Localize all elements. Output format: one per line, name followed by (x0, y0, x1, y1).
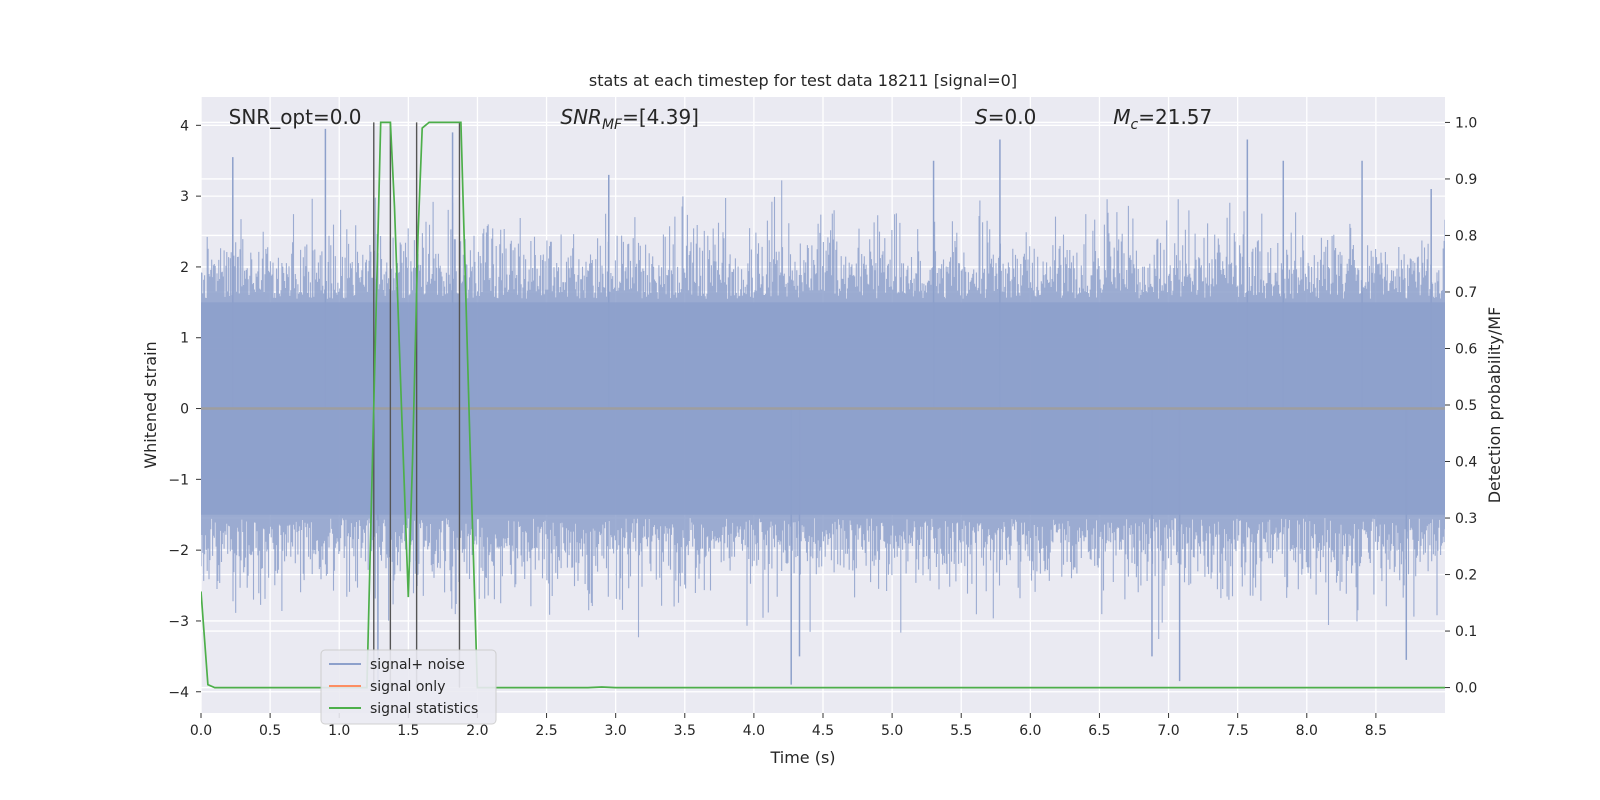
y-tick-label-left: −2 (168, 543, 189, 559)
legend: signal+ noise signal only signal statistic… (320, 649, 497, 725)
x-tick-label: 6.5 (1088, 723, 1110, 739)
y-tick-label-right: 1.0 (1455, 115, 1477, 131)
y-tick-label-right: 0.8 (1455, 228, 1477, 244)
y-tick-label-left: 0 (180, 402, 189, 418)
x-tick-label: 3.0 (605, 723, 627, 739)
x-tick-label: 2.0 (466, 723, 488, 739)
y-tick-label-left: 4 (180, 118, 189, 134)
legend-label: signal+ noise (370, 657, 465, 673)
y-tick-label-left: −1 (168, 472, 189, 488)
x-tick-label: 8.0 (1296, 723, 1318, 739)
x-tick-label: 5.0 (881, 723, 903, 739)
x-tick-label: 3.5 (674, 723, 696, 739)
y-tick-label-left: −4 (168, 685, 189, 701)
y-tick-label-left: 2 (180, 260, 189, 276)
legend-label: signal only (370, 679, 445, 695)
annotations: SNR_opt=0.0 SNRMF=[4.39] S=0.0 Mc=21.57 (229, 105, 1213, 133)
x-tick-label: 0.0 (190, 723, 212, 739)
y-tick-label-left: 3 (180, 189, 189, 205)
axis-ticks: 0.0 0.5 1.0 1.5 2.0 2.5 3.0 3.5 4.0 4.5 5.0 5.5 6.0 6… (168, 115, 1477, 739)
x-axis-label: Time (s) (769, 748, 835, 767)
y-tick-label-right: 0.7 (1455, 285, 1477, 301)
x-tick-label: 7.5 (1227, 723, 1249, 739)
y-tick-label-right: 0.5 (1455, 398, 1477, 414)
x-tick-label: 0.5 (259, 723, 281, 739)
x-tick-label: 1.0 (328, 723, 350, 739)
chart-title: stats at each timestep for test data 182… (589, 71, 1017, 90)
y-tick-label-right: 0.4 (1455, 455, 1477, 471)
y-tick-label-right: 0.0 (1455, 681, 1477, 697)
y-tick-label-right: 0.3 (1455, 511, 1477, 527)
y-axis-label-right: Detection probability/MF (1485, 307, 1504, 504)
x-tick-label: 6.0 (1019, 723, 1041, 739)
annotation: Mc=21.57 (1113, 105, 1212, 133)
x-tick-label: 5.5 (950, 723, 972, 739)
y-tick-label-right: 0.1 (1455, 624, 1477, 640)
y-tick-label-right: 0.6 (1455, 341, 1477, 357)
x-tick-label: 2.5 (535, 723, 557, 739)
y-tick-label-right: 0.9 (1455, 172, 1477, 188)
y-tick-label-left: 1 (180, 331, 189, 347)
statistics-line (201, 121, 1445, 689)
annotation: SNR_opt=0.0 (229, 105, 362, 129)
signal-statistics-series (201, 121, 1445, 689)
x-tick-label: 4.0 (743, 723, 765, 739)
y-tick-label-right: 0.2 (1455, 568, 1477, 584)
x-tick-label: 4.5 (812, 723, 834, 739)
annotation: S=0.0 (975, 105, 1036, 129)
legend-label: signal statistics (370, 701, 478, 717)
x-tick-label: 1.5 (397, 723, 419, 739)
x-tick-label: 7.0 (1157, 723, 1179, 739)
x-tick-label: 8.5 (1365, 723, 1387, 739)
annotation: SNRMF=[4.39] (560, 105, 699, 133)
y-axis-label-left: Whitened strain (141, 341, 160, 468)
legend-box (320, 649, 497, 725)
y-tick-label-left: −3 (168, 614, 189, 630)
